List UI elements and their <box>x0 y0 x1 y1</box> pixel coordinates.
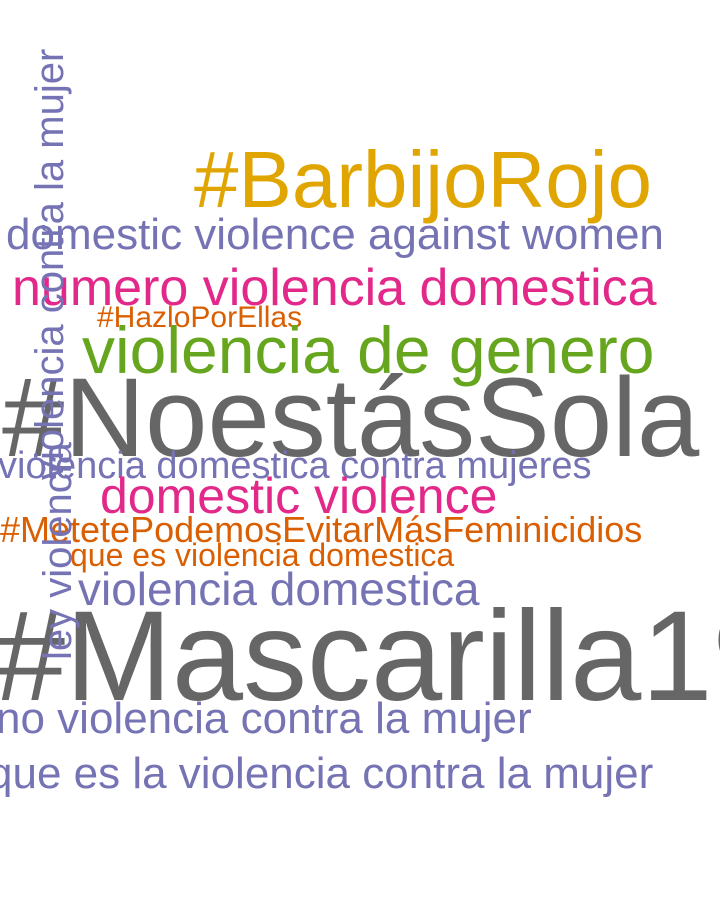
word-mascarilla19: #Mascarilla19 <box>0 585 720 728</box>
word-violencia-contra-la-mujer-vertical: violencia contra la mujer <box>28 48 72 480</box>
word-que-es-la-violencia-contra-la-mujer: que es la violencia contra la mujer <box>0 749 654 798</box>
word-ley-violencia-vertical: ley violencia <box>36 442 80 660</box>
word-metetepodemosevitarmasfeminicidios: #MetetePodemosEvitarMásFeminicidios <box>0 509 643 550</box>
word-domestic-violence-against-women: domestic violence against women <box>6 210 664 259</box>
word-no-violencia-contra-la-mujer: no violencia contra la mujer <box>0 694 532 743</box>
word-violencia-domestica-contra-mujeres: violencia domestica contra mujeres <box>0 445 592 487</box>
word-numero-violencia-domestica: numero violencia domestica <box>12 259 657 317</box>
word-que-es-violencia-domestica: que es violencia domestica <box>70 537 455 573</box>
word-barbijorojo: #BarbijoRojo <box>194 135 653 224</box>
word-hazloporellas: #HazloPorEllas <box>97 301 303 334</box>
word-violencia-domestica: violencia domestica <box>78 563 480 615</box>
word-violencia-de-genero: violencia de genero <box>82 313 655 387</box>
word-noestassola: #NoestásSola <box>2 355 700 480</box>
word-domestic-violence: domestic violence <box>100 468 498 524</box>
